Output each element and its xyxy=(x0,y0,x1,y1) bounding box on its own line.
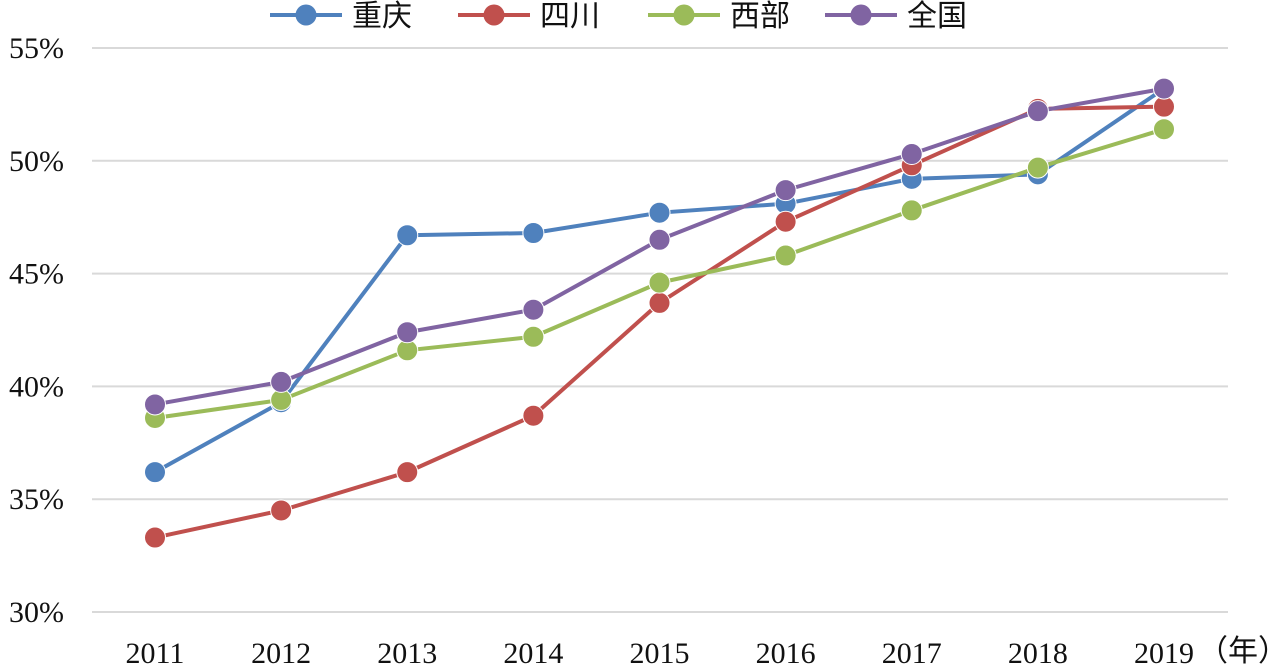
series-2 xyxy=(144,95,1175,549)
data-point xyxy=(774,179,797,202)
legend-label: 四川 xyxy=(540,0,600,34)
data-point xyxy=(270,370,293,393)
x-tick-label: 2016 xyxy=(756,637,816,669)
data-point xyxy=(270,499,293,522)
y-tick-label: 55% xyxy=(9,32,64,65)
x-axis-unit-label: （年） xyxy=(1198,634,1272,669)
x-axis-ticks: 2011 2012 2013 2014 2015 2016 2017 2018 2019（年） xyxy=(126,634,1272,669)
data-point xyxy=(522,298,545,321)
series-4 xyxy=(144,77,1175,416)
legend-label: 全国 xyxy=(907,0,967,34)
x-tick-label: 2019 xyxy=(1134,637,1194,669)
data-point xyxy=(144,461,166,484)
x-tick-label: 2012 xyxy=(251,637,311,669)
grid-layer xyxy=(92,47,1228,613)
y-tick-label: 45% xyxy=(9,258,64,291)
y-tick-label: 30% xyxy=(9,596,64,629)
data-point xyxy=(900,199,923,222)
legend-item: 全国 xyxy=(825,0,967,34)
data-point xyxy=(396,224,419,247)
data-point xyxy=(522,221,545,244)
x-tick-label: 2011 xyxy=(126,637,185,669)
legend-label: 重庆 xyxy=(352,0,412,34)
legend: 重庆 四川 西部 全国 xyxy=(270,0,967,34)
data-point xyxy=(396,321,419,344)
x-tick-label: 2013 xyxy=(377,637,437,669)
legend-marker xyxy=(850,4,872,26)
data-point xyxy=(144,526,166,549)
legend-marker xyxy=(673,4,695,26)
data-point xyxy=(774,210,797,233)
data-point xyxy=(1026,156,1049,179)
series-line xyxy=(153,104,1166,540)
y-tick-label: 35% xyxy=(9,483,64,516)
y-tick-label: 40% xyxy=(9,370,64,403)
data-point xyxy=(144,393,166,416)
data-point xyxy=(1153,77,1175,100)
data-point xyxy=(522,404,545,427)
x-tick-label: 2014 xyxy=(503,637,563,669)
data-point xyxy=(900,143,923,166)
x-tick-label: 2015 xyxy=(630,637,690,669)
legend-item: 西部 xyxy=(648,0,790,34)
data-point xyxy=(648,201,671,224)
legend-marker xyxy=(483,4,505,26)
data-point xyxy=(648,228,671,251)
data-point xyxy=(774,244,797,267)
x-tick-label: 2017 xyxy=(882,637,942,669)
legend-label: 西部 xyxy=(730,0,790,34)
data-point xyxy=(396,461,419,484)
y-tick-label: 50% xyxy=(9,145,64,178)
legend-marker xyxy=(295,4,317,26)
data-point xyxy=(648,271,671,294)
data-point xyxy=(522,325,545,348)
x-tick-label: 2018 xyxy=(1008,637,1068,669)
data-point xyxy=(1153,118,1175,141)
series-layer xyxy=(144,77,1175,549)
legend-item: 四川 xyxy=(458,0,600,34)
data-point xyxy=(648,291,671,314)
y-axis-ticks: 30% 35% 40% 45% 50% 55% xyxy=(9,32,64,629)
legend-item: 重庆 xyxy=(270,0,412,34)
data-point xyxy=(1026,100,1049,123)
